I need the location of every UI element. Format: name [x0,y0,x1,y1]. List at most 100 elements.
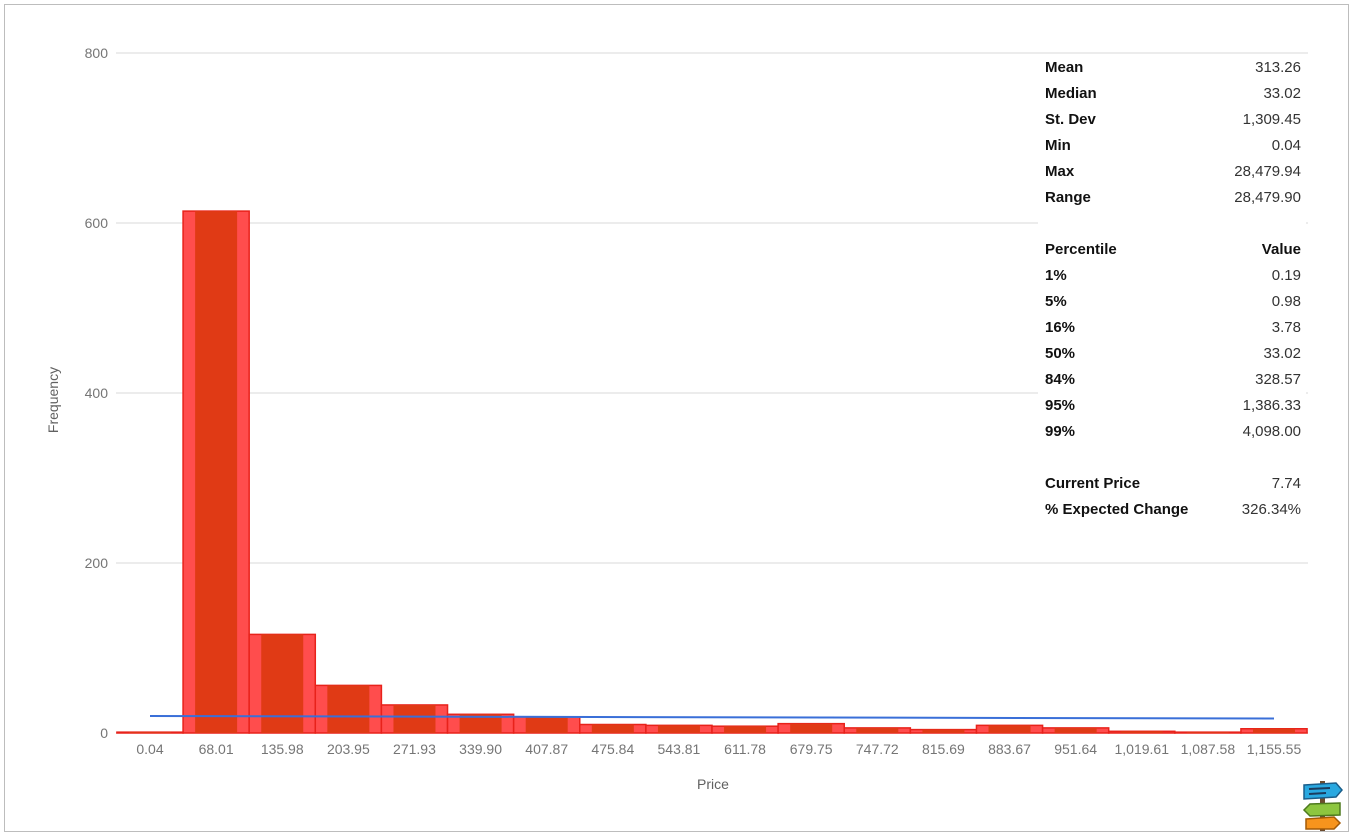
percentile-row-value: 4,098.00 [1242,423,1301,440]
x-tick-label: 951.64 [1054,741,1097,757]
percentile-row: 5% 0.98 [1038,289,1306,315]
bar [1240,728,1308,734]
stat-row-label: Median [1045,85,1097,102]
current-row-label: % Expected Change [1045,501,1189,518]
x-tick-label: 815.69 [922,741,965,757]
bar-inner [195,211,238,734]
percentile-row-label: 16% [1045,319,1076,336]
trend-line [149,715,1275,720]
stat-row: Median 33.02 [1038,81,1306,107]
bar [512,716,581,734]
bar [116,731,184,734]
bar-inner [261,634,304,733]
bar [711,725,779,734]
y-tick-label: 200 [85,555,109,571]
bar-inner [657,725,700,733]
stat-row-value: 33.02 [1263,85,1301,102]
bar-inner [1186,732,1229,733]
stat-row-label: Mean [1045,59,1084,76]
bar-inner [1253,728,1295,733]
x-tick-label: 475.84 [591,741,634,757]
stat-row-label: Max [1045,163,1075,180]
percentile-header-value: Value [1261,241,1301,258]
spacer [1038,445,1306,471]
bar [314,684,383,734]
y-tick-label: 800 [85,45,109,61]
x-tick-label: 0.04 [136,741,163,757]
percentile-row-label: 99% [1045,423,1076,440]
bar [843,727,912,734]
percentile-row: 1% 0.19 [1038,263,1306,289]
stat-row-label: St. Dev [1045,111,1096,128]
bar-inner [459,714,502,733]
stat-row: Max 28,479.94 [1038,159,1306,185]
x-tick-label: 747.72 [856,741,899,757]
bar-inner [129,732,171,733]
percentile-row-value: 3.78 [1271,319,1301,336]
bar-inner [525,716,568,733]
summary-stats: Mean 313.26 Median 33.02 St. Dev 1,309.45 Min 0… [1038,55,1306,211]
percentile-row: 95% 1,386.33 [1038,393,1306,419]
x-tick-label: 543.81 [658,741,701,757]
bar-inner [327,685,370,733]
stat-row-value: 28,479.90 [1234,189,1301,206]
percentile-row-value: 328.57 [1255,371,1301,388]
bar [1107,730,1176,734]
percentile-row-value: 0.98 [1271,293,1301,310]
percentile-row-label: 95% [1045,397,1076,414]
spacer [1038,211,1306,237]
x-tick-label: 339.90 [459,741,502,757]
bar [909,728,978,734]
y-axis-title: Frequency [45,367,61,433]
x-tick-label: 1,087.58 [1181,741,1236,757]
y-axis-ticks: 0 200 400 600 800 [85,45,109,741]
bar-inner [988,725,1031,733]
bar [579,723,647,734]
x-tick-label: 203.95 [327,741,370,757]
stat-row-value: 0.04 [1271,137,1301,154]
percentile-row-label: 1% [1045,267,1067,284]
x-tick-label: 679.75 [790,741,833,757]
bar-inner [1054,727,1097,733]
x-tick-label: 1,155.55 [1247,741,1302,757]
bar [975,724,1044,734]
x-tick-label: 407.87 [525,741,568,757]
bar [1174,731,1242,734]
percentile-row-label: 5% [1045,293,1067,310]
percentile-header: Percentile Value [1038,237,1306,263]
percentile-row-value: 33.02 [1263,345,1301,362]
percentile-row-value: 0.19 [1271,267,1301,284]
stat-row: Range 28,479.90 [1038,185,1306,211]
y-tick-label: 0 [100,725,108,741]
percentile-row-label: 84% [1045,371,1076,388]
stat-row: St. Dev 1,309.45 [1038,107,1306,133]
bar-inner [724,726,767,733]
stat-row-value: 28,479.94 [1234,163,1301,180]
stat-row-value: 1,309.45 [1242,111,1301,128]
x-tick-label: 611.78 [724,741,766,757]
stat-row: Min 0.04 [1038,133,1306,159]
percentile-row: 16% 3.78 [1038,315,1306,341]
y-tick-label: 400 [85,385,109,401]
bar [777,722,845,734]
bar [248,633,317,734]
stat-row-label: Min [1045,137,1071,154]
current-row: % Expected Change 326.34% [1038,497,1306,523]
current-row-value: 7.74 [1271,475,1301,492]
bar-inner [790,723,833,733]
stat-row-label: Range [1045,189,1091,206]
bar-inner [856,727,899,733]
stat-row: Mean 313.26 [1038,55,1306,81]
bar-inner [1120,731,1163,733]
percentile-row-value: 1,386.33 [1242,397,1301,414]
x-tick-label: 135.98 [261,741,304,757]
x-tick-label: 1,019.61 [1115,741,1170,757]
bar-inner [591,724,634,733]
x-axis-title: Price [697,776,729,792]
stat-row-value: 313.26 [1255,59,1301,76]
current-price-stats: Current Price 7.74 % Expected Change 326.34… [1038,471,1306,523]
trend-line-layer [149,715,1275,720]
percentile-row: 50% 33.02 [1038,341,1306,367]
x-tick-label: 271.93 [393,741,436,757]
bar [380,704,449,734]
